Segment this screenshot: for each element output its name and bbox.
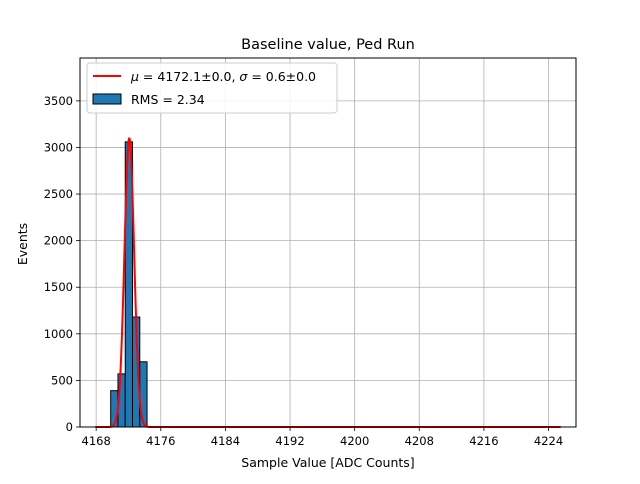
legend-fit-mu-value: = 4172.1±0.0, bbox=[139, 69, 239, 84]
x-tick-label: 4200 bbox=[340, 434, 369, 448]
y-tick-label: 2500 bbox=[44, 187, 73, 201]
legend-histogram-label: RMS = 2.34 bbox=[131, 92, 205, 107]
y-tick-label: 2000 bbox=[44, 234, 73, 248]
x-tick-label: 4208 bbox=[405, 434, 434, 448]
legend-box bbox=[86, 62, 338, 114]
legend-fit-sigma-value: = 0.6±0.0 bbox=[247, 69, 316, 84]
legend: μ = 4172.1±0.0, σ = 0.6±0.0 RMS = 2.34 bbox=[86, 62, 338, 114]
legend-fit-mu-symbol: μ bbox=[130, 69, 139, 84]
x-tick-label: 4168 bbox=[82, 434, 111, 448]
x-tick-label: 4176 bbox=[146, 434, 175, 448]
x-tick-label: 4184 bbox=[211, 434, 240, 448]
y-tick-label: 1000 bbox=[44, 327, 73, 341]
y-tick-label: 1500 bbox=[44, 280, 73, 294]
y-tick-label: 3500 bbox=[44, 94, 73, 108]
legend-fit-sigma-symbol: σ bbox=[239, 69, 248, 84]
chart-title: Baseline value, Ped Run bbox=[241, 37, 415, 53]
x-tick-label: 4216 bbox=[469, 434, 498, 448]
x-tick-label: 4192 bbox=[275, 434, 304, 448]
legend-fit-label: μ = 4172.1±0.0, σ = 0.6±0.0 bbox=[130, 69, 316, 84]
y-tick-label: 0 bbox=[66, 420, 73, 434]
legend-histogram-swatch bbox=[92, 93, 122, 105]
axis-ticks: 4168 4176 4184 4192 4200 4208 4216 4224 0 500 1000… bbox=[44, 94, 563, 448]
histogram-bar bbox=[139, 361, 148, 428]
y-axis-label: Events bbox=[15, 223, 30, 265]
y-tick-label: 3000 bbox=[44, 140, 73, 154]
x-tick-label: 4224 bbox=[534, 434, 563, 448]
x-axis-label: Sample Value [ADC Counts] bbox=[241, 455, 414, 470]
y-tick-label: 500 bbox=[51, 373, 73, 387]
plot-frame bbox=[79, 57, 577, 428]
